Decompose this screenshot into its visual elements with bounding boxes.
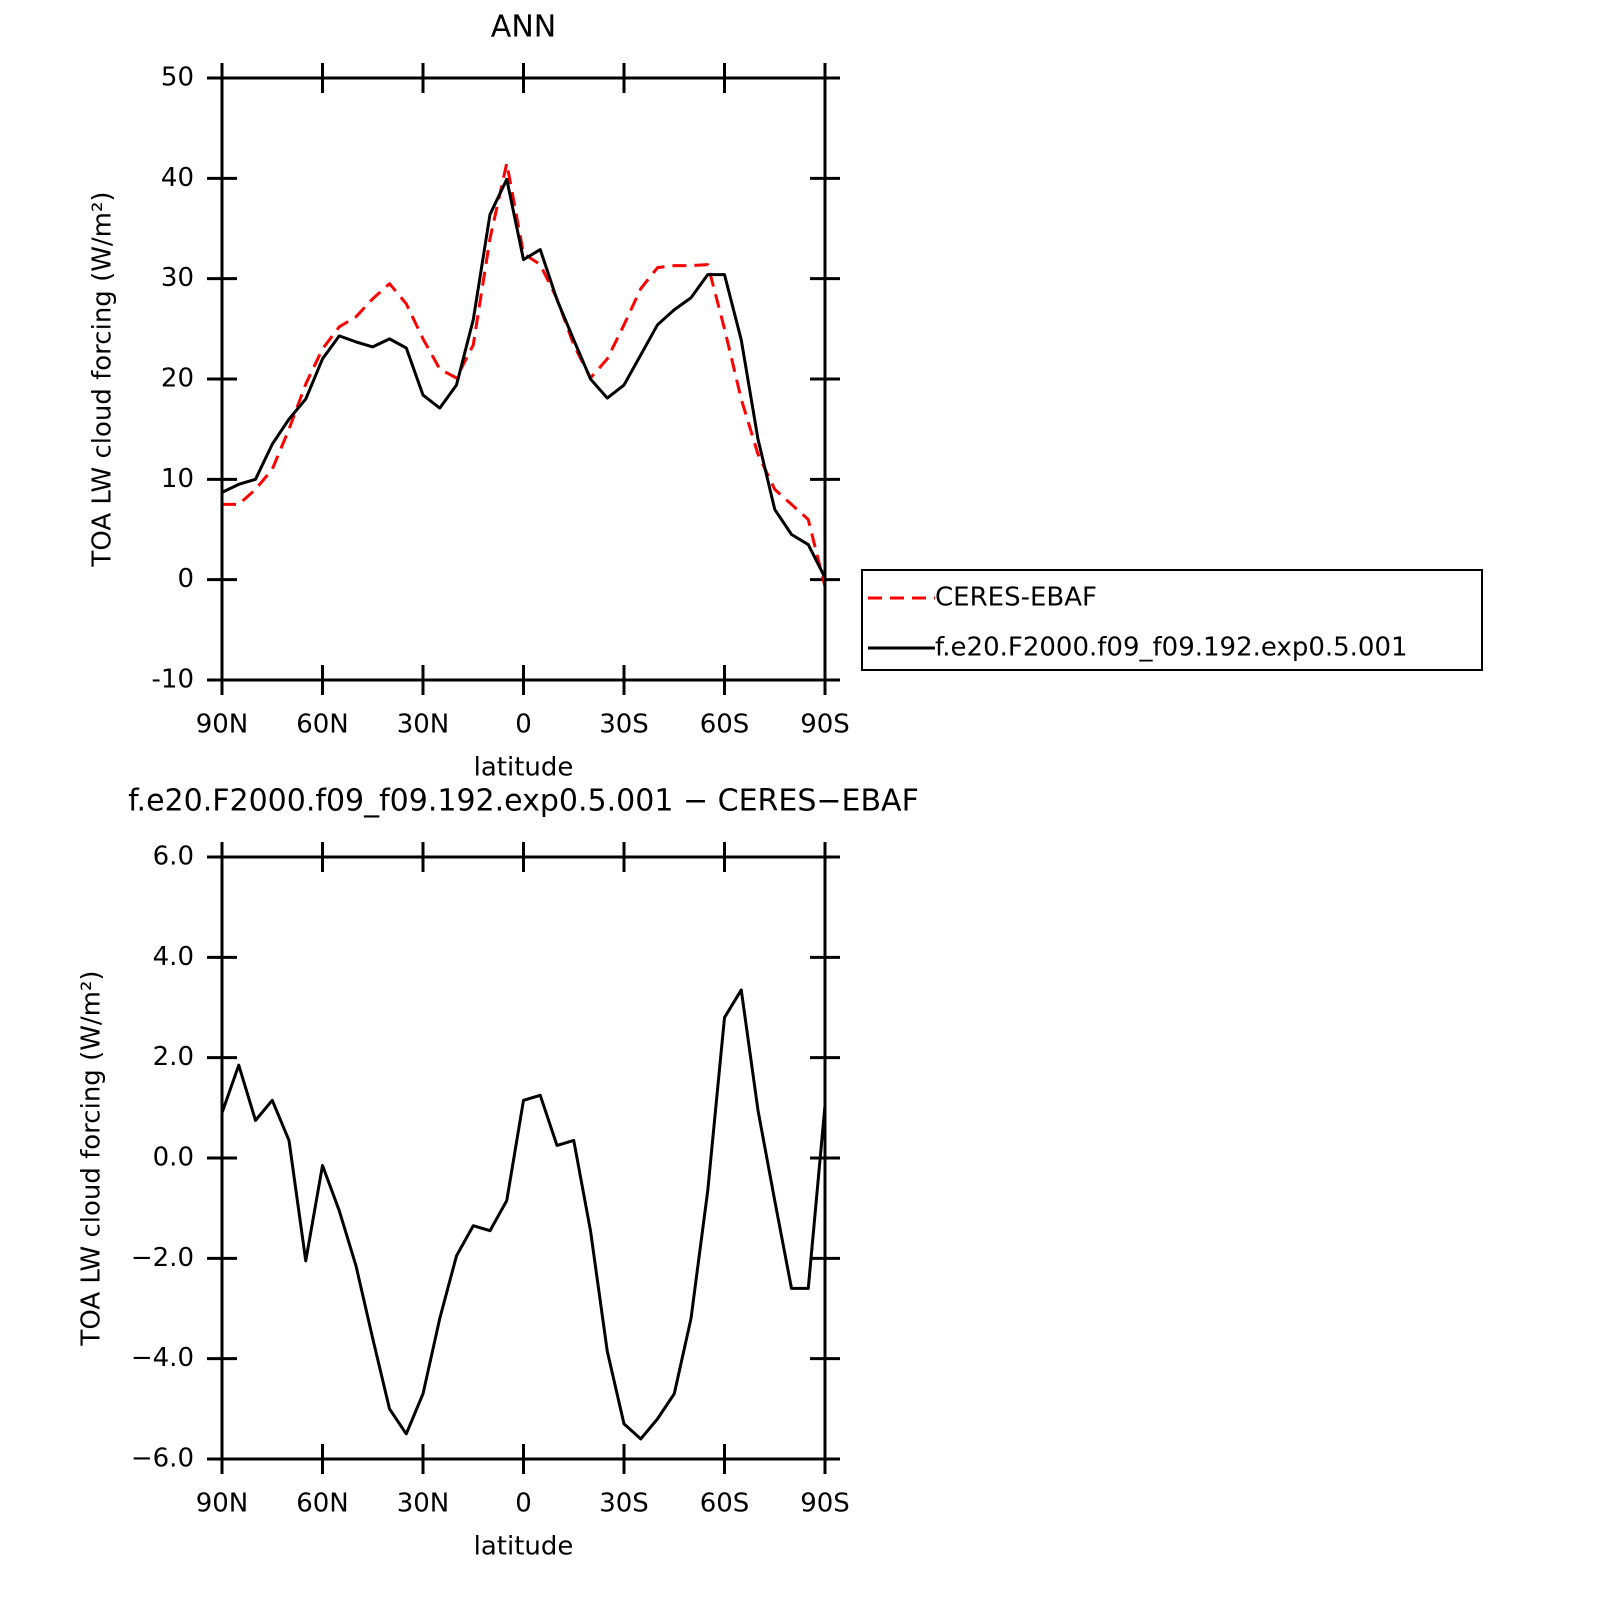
legend-box xyxy=(861,569,1483,671)
x-tick-label: 60S xyxy=(700,1489,750,1519)
y-tick-label: 50 xyxy=(161,63,194,93)
chart-title: f.e20.F2000.f09_f09.192.exp0.5.001 − CER… xyxy=(128,784,919,819)
y-axis-label: TOA LW cloud forcing (W/m²) xyxy=(88,191,118,567)
data-line xyxy=(221,177,827,579)
x-tick-label: 90N xyxy=(196,710,249,740)
x-tick-label: 30S xyxy=(599,710,649,740)
y-tick-label: 0 xyxy=(177,564,194,594)
x-tick-label: 30N xyxy=(397,710,450,740)
x-tick-label: 60S xyxy=(700,710,750,740)
x-tick-label: 90N xyxy=(196,1489,249,1519)
x-tick-label: 30S xyxy=(599,1489,649,1519)
chart-title: ANN xyxy=(491,10,556,45)
y-tick-label: 4.0 xyxy=(153,942,194,972)
y-tick-label: 30 xyxy=(161,263,194,293)
plot-frame xyxy=(220,76,827,682)
y-tick-label: 2.0 xyxy=(153,1042,194,1072)
x-tick-label: 90S xyxy=(800,710,850,740)
y-tick-label: 0.0 xyxy=(153,1143,194,1173)
y-tick-label: 10 xyxy=(161,464,194,494)
x-tick-label: 60N xyxy=(296,710,349,740)
legend-label: CERES-EBAF xyxy=(935,583,1097,613)
y-tick-label: −4.0 xyxy=(131,1343,194,1373)
y-tick-label: 40 xyxy=(161,163,194,193)
y-tick-label: -10 xyxy=(152,665,194,695)
y-tick-label: −6.0 xyxy=(131,1444,194,1474)
x-tick-label: 0 xyxy=(515,710,532,740)
y-tick-label: 6.0 xyxy=(153,842,194,872)
x-tick-label: 90S xyxy=(800,1489,850,1519)
y-tick-label: −2.0 xyxy=(131,1243,194,1273)
x-tick-label: 30N xyxy=(397,1489,450,1519)
x-axis-label: latitude xyxy=(474,753,574,783)
data-line xyxy=(220,988,827,1441)
y-tick-label: 20 xyxy=(161,364,194,394)
y-axis-label: TOA LW cloud forcing (W/m²) xyxy=(77,970,107,1346)
data-line xyxy=(222,161,827,588)
x-tick-label: 0 xyxy=(515,1489,532,1519)
x-tick-label: 60N xyxy=(296,1489,349,1519)
plot-frame xyxy=(220,855,827,1461)
x-axis-label: latitude xyxy=(474,1532,574,1562)
legend-label: f.e20.F2000.f09_f09.192.exp0.5.001 xyxy=(935,633,1408,663)
